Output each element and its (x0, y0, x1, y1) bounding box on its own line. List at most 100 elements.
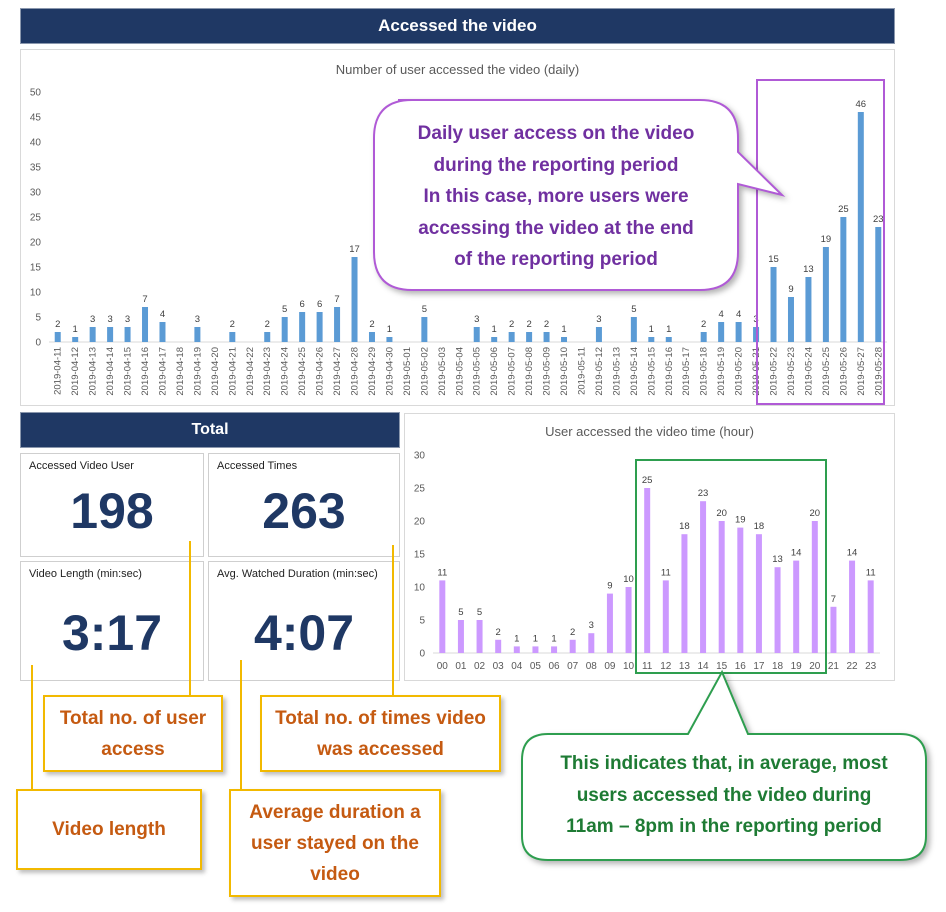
bar (805, 277, 812, 342)
x-tick-label: 2019-05-23 (786, 347, 797, 396)
x-tick-label: 2019-04-24 (280, 347, 291, 396)
x-tick-label: 2019-05-26 (838, 347, 849, 396)
bar (89, 327, 96, 342)
x-tick-label: 2019-05-05 (472, 347, 483, 396)
bar (513, 646, 520, 653)
daily-chart-title: Number of user accessed the video (daily… (335, 62, 580, 77)
bar (735, 322, 742, 342)
y-tick-label: 10 (30, 288, 42, 299)
bar (473, 327, 480, 342)
data-label: 14 (847, 548, 858, 559)
bar (822, 247, 829, 342)
y-tick-label: 50 (30, 88, 42, 99)
bar (700, 501, 707, 653)
x-tick-label: 05 (530, 661, 542, 672)
data-label: 7 (831, 594, 836, 605)
bar (648, 337, 655, 342)
bar (753, 327, 760, 342)
bar (857, 112, 864, 342)
bar (439, 580, 446, 653)
x-tick-label: 2019-05-08 (524, 347, 535, 396)
hourly-chart: 0510152025301100501502203104105106207308… (414, 451, 880, 672)
y-tick-label: 0 (419, 649, 425, 660)
y-tick-label: 15 (414, 550, 426, 561)
x-tick-label: 18 (772, 661, 784, 672)
bar (194, 327, 201, 342)
bar (630, 317, 637, 342)
x-tick-label: 2019-05-06 (489, 347, 500, 396)
data-label: 3 (195, 314, 200, 325)
bar (54, 332, 61, 342)
daily-note-line: during the reporting period (433, 154, 679, 176)
hourly-note-line: users accessed the video during (576, 784, 872, 806)
card-label: Video Length (min:sec) (29, 568, 142, 580)
x-tick-label: 2019-05-02 (419, 347, 430, 396)
x-tick-label: 2019-04-26 (315, 347, 326, 396)
bar (476, 620, 483, 653)
x-tick-label: 13 (679, 661, 691, 672)
daily-note-line: accessing the video at the end (418, 217, 694, 239)
bar (532, 646, 539, 653)
x-tick-label: 2019-05-03 (437, 347, 448, 396)
y-tick-label: 15 (30, 263, 42, 274)
banner-accessed-video: Accessed the video (20, 8, 895, 44)
data-label: 18 (754, 521, 765, 532)
data-label: 3 (107, 314, 112, 325)
bar (625, 587, 632, 653)
daily-note-text: Daily user access on the video during th… (376, 118, 736, 276)
y-tick-label: 5 (35, 313, 41, 324)
x-tick-label: 2019-04-15 (123, 347, 134, 396)
bar (662, 580, 669, 653)
x-tick-label: 16 (735, 661, 747, 672)
bar (569, 639, 576, 653)
x-tick-label: 21 (828, 661, 840, 672)
card-video-length: Video Length (min:sec) 3:17 (20, 561, 204, 681)
hourly-chart-panel: User accessed the video time (hour) 0 5 10… (404, 413, 895, 681)
data-label: 3 (125, 314, 130, 325)
data-label: 18 (679, 521, 690, 532)
x-tick-label: 10 (623, 661, 635, 672)
bar (849, 560, 856, 653)
bar (264, 332, 271, 342)
daily-note-line: of the reporting period (454, 249, 658, 270)
bar (551, 646, 558, 653)
data-label: 13 (772, 554, 783, 565)
data-label: 5 (422, 304, 427, 315)
data-label: 20 (716, 508, 727, 519)
x-tick-label: 17 (753, 661, 765, 672)
x-tick-label: 2019-05-28 (873, 347, 884, 396)
bar (867, 580, 874, 653)
bar (72, 337, 79, 342)
bar (793, 560, 800, 653)
x-tick-label: 2019-04-25 (297, 347, 308, 396)
x-tick-label: 2019-05-11 (576, 347, 587, 395)
bar (644, 488, 651, 653)
data-label: 3 (596, 314, 601, 325)
banner-total: Total (20, 412, 400, 448)
data-label: 2 (230, 319, 235, 330)
x-tick-label: 2019-04-11 (53, 347, 64, 395)
data-label: 23 (698, 488, 709, 499)
x-tick-label: 2019-05-16 (664, 347, 675, 396)
callout-total-users: Total no. of user access (43, 695, 223, 772)
data-label: 1 (514, 633, 519, 644)
bar (508, 332, 515, 342)
x-tick-label: 2019-05-01 (402, 347, 413, 396)
bar (495, 639, 502, 653)
x-tick-label: 2019-05-04 (454, 347, 465, 396)
data-label: 7 (334, 294, 339, 305)
x-tick-label: 2019-05-15 (646, 347, 657, 396)
data-label: 2 (55, 319, 60, 330)
data-label: 4 (736, 309, 741, 320)
bar (755, 534, 762, 653)
x-tick-label: 2019-04-30 (384, 347, 395, 396)
bar (665, 337, 672, 342)
data-label: 46 (856, 99, 867, 110)
data-label: 9 (788, 284, 793, 295)
hourly-note-line: This indicates that, in average, most (560, 753, 888, 774)
x-tick-label: 2019-05-18 (699, 347, 710, 396)
data-label: 3 (589, 620, 594, 631)
data-label: 19 (735, 515, 746, 526)
x-tick-label: 2019-05-25 (821, 347, 832, 396)
bar (229, 332, 236, 342)
